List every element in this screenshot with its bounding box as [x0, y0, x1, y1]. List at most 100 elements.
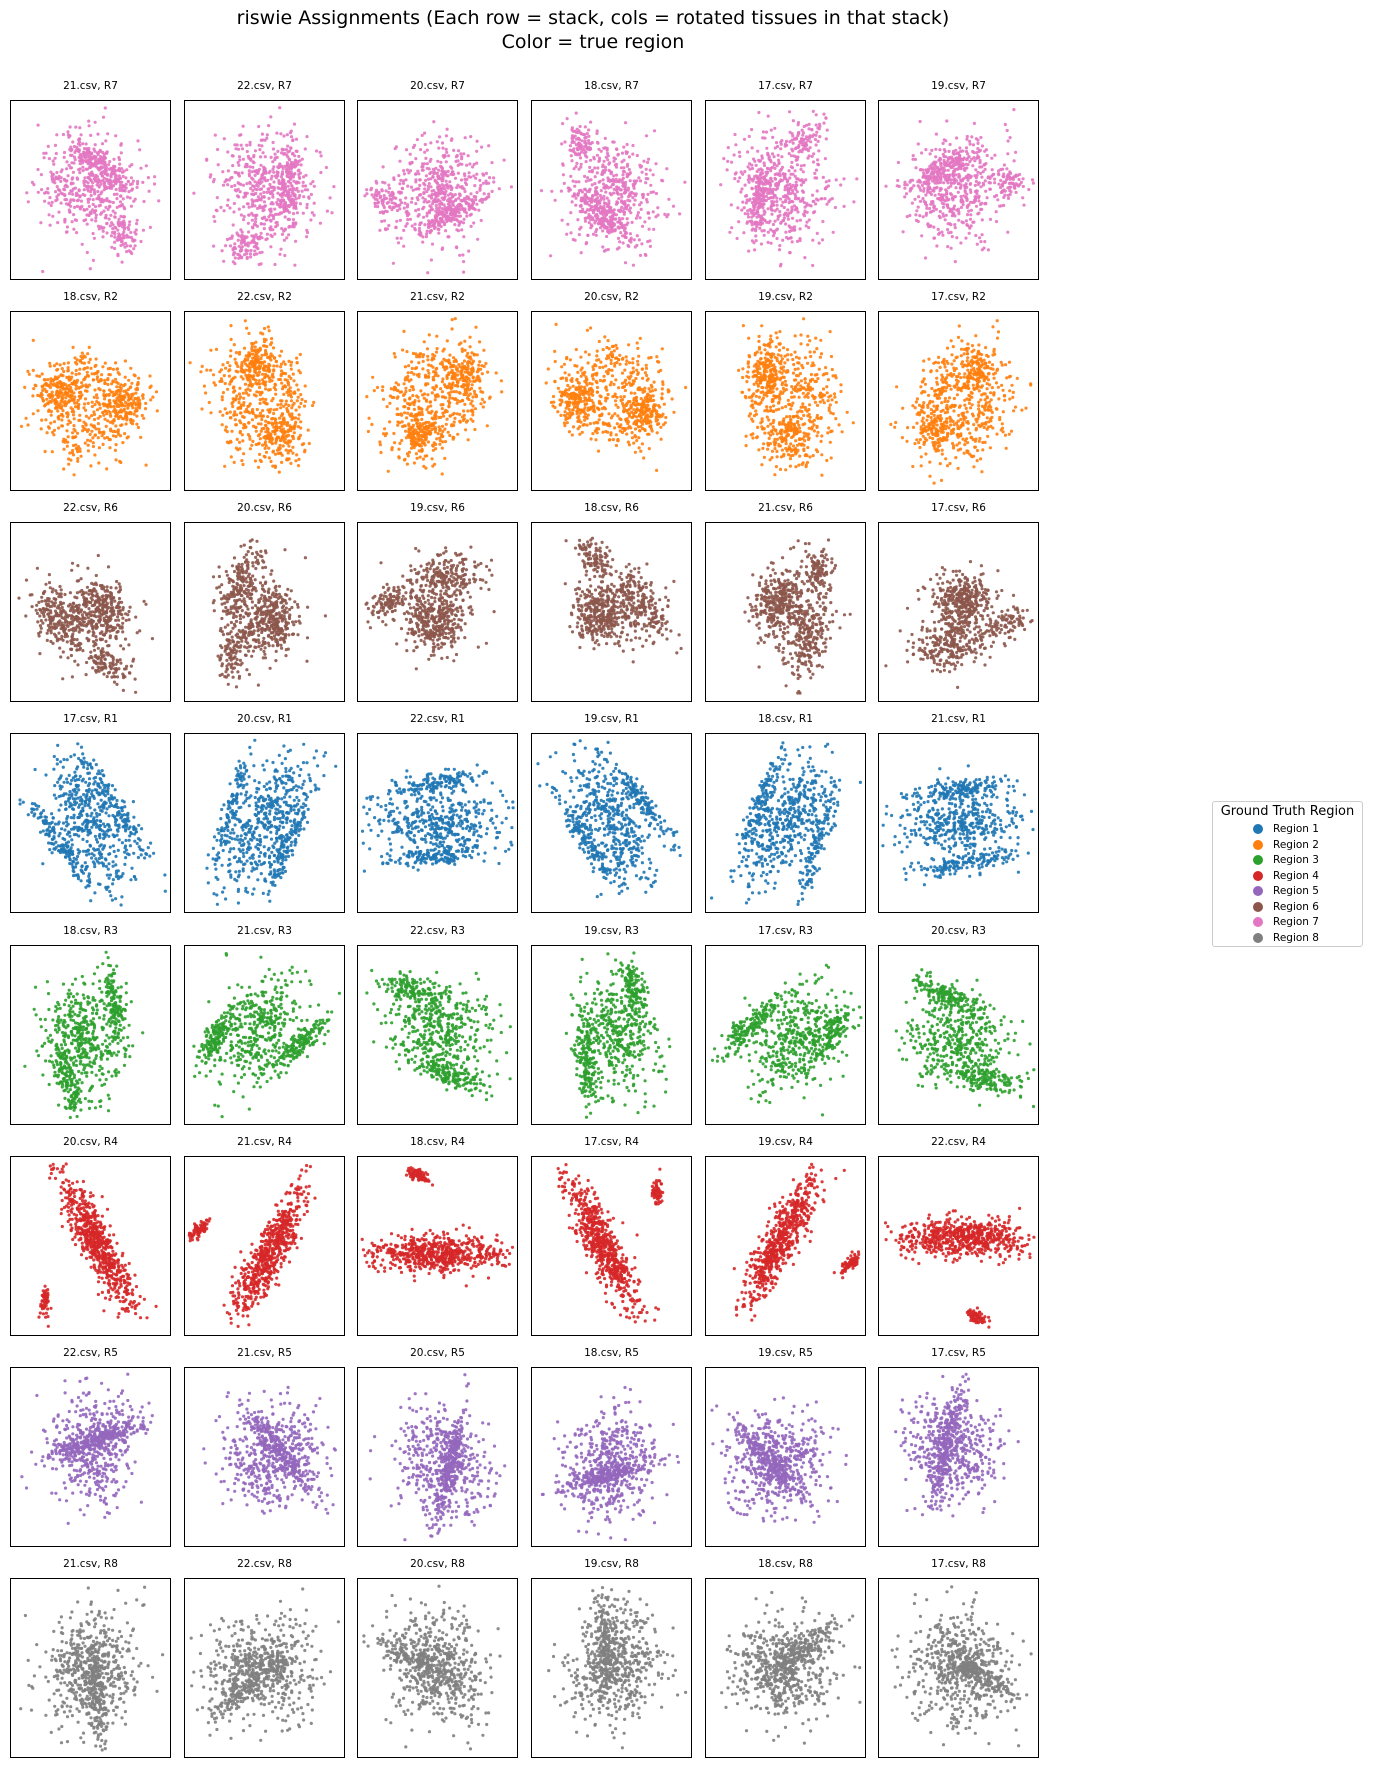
data-point: [613, 157, 617, 161]
data-point: [244, 235, 248, 239]
data-point: [423, 198, 427, 202]
data-point: [444, 160, 448, 164]
data-point: [282, 209, 286, 213]
data-point: [233, 256, 237, 260]
data-point: [734, 143, 738, 147]
data-point: [243, 319, 247, 323]
data-point: [742, 231, 746, 235]
data-point: [66, 361, 70, 365]
data-point: [228, 244, 233, 248]
data-point: [77, 150, 81, 154]
data-point: [804, 141, 808, 145]
data-point: [745, 198, 749, 202]
data-point: [226, 183, 230, 187]
data-point: [592, 155, 596, 159]
data-point: [467, 171, 471, 175]
data-point: [925, 170, 929, 174]
data-point: [259, 231, 263, 235]
data-point: [968, 217, 973, 221]
data-point: [312, 213, 316, 217]
data-point: [778, 244, 782, 248]
data-point: [92, 412, 97, 417]
data-point: [646, 192, 650, 196]
data-point: [1002, 188, 1006, 192]
data-point: [614, 177, 618, 181]
data-point: [769, 204, 773, 208]
data-point: [747, 174, 751, 178]
data-point: [595, 140, 600, 144]
data-point: [488, 176, 492, 180]
point-cloud: [192, 106, 336, 267]
data-point: [955, 236, 959, 240]
data-point: [128, 220, 132, 224]
data-point: [622, 158, 626, 162]
data-point: [283, 253, 287, 258]
data-point: [634, 216, 638, 220]
data-point: [774, 141, 779, 145]
data-point: [942, 158, 946, 163]
data-point: [155, 409, 159, 413]
data-point: [583, 136, 587, 140]
data-point: [389, 198, 393, 202]
data-point: [98, 406, 102, 410]
data-point: [743, 170, 747, 174]
data-point: [595, 171, 599, 175]
data-point: [425, 232, 429, 236]
data-point: [265, 237, 269, 241]
data-point: [63, 220, 67, 224]
data-point: [263, 176, 267, 180]
data-point: [254, 170, 258, 174]
data-point: [123, 375, 127, 379]
data-point: [612, 208, 616, 212]
data-point: [297, 154, 301, 158]
data-point: [108, 446, 112, 450]
data-point: [762, 175, 766, 179]
data-point: [974, 179, 978, 184]
data-point: [791, 191, 795, 195]
data-point: [750, 228, 754, 232]
data-point: [43, 378, 47, 382]
data-point: [968, 226, 972, 230]
data-point: [920, 151, 924, 155]
data-point: [988, 187, 992, 191]
data-point: [958, 153, 962, 157]
data-point: [245, 255, 249, 259]
data-point: [804, 224, 808, 228]
data-point: [109, 234, 113, 238]
data-point: [796, 210, 800, 214]
data-point: [102, 226, 106, 230]
data-point: [296, 425, 300, 429]
data-point: [470, 199, 474, 203]
data-point: [260, 206, 264, 210]
data-point: [963, 168, 967, 172]
data-point: [621, 209, 625, 214]
data-point: [291, 138, 295, 143]
data-point: [76, 457, 80, 461]
data-point: [97, 204, 101, 208]
data-point: [253, 459, 257, 463]
data-point: [294, 201, 298, 205]
data-point: [97, 430, 101, 434]
data-point: [122, 227, 126, 231]
data-point: [245, 143, 249, 147]
data-point: [978, 236, 982, 240]
data-point: [369, 188, 373, 192]
data-point: [582, 151, 587, 155]
data-point: [792, 154, 796, 158]
data-point: [946, 228, 950, 232]
data-point: [55, 406, 59, 410]
data-point: [980, 233, 984, 237]
data-point: [433, 191, 437, 195]
data-point: [73, 205, 77, 209]
data-point: [456, 183, 460, 187]
data-point: [64, 179, 68, 183]
data-point: [475, 172, 479, 176]
data-point: [249, 248, 253, 253]
data-point: [637, 176, 641, 180]
data-point: [784, 230, 788, 234]
data-point: [78, 449, 82, 453]
data-point: [423, 187, 427, 191]
data-point: [421, 240, 425, 244]
data-point: [209, 173, 213, 177]
data-point: [271, 167, 275, 171]
